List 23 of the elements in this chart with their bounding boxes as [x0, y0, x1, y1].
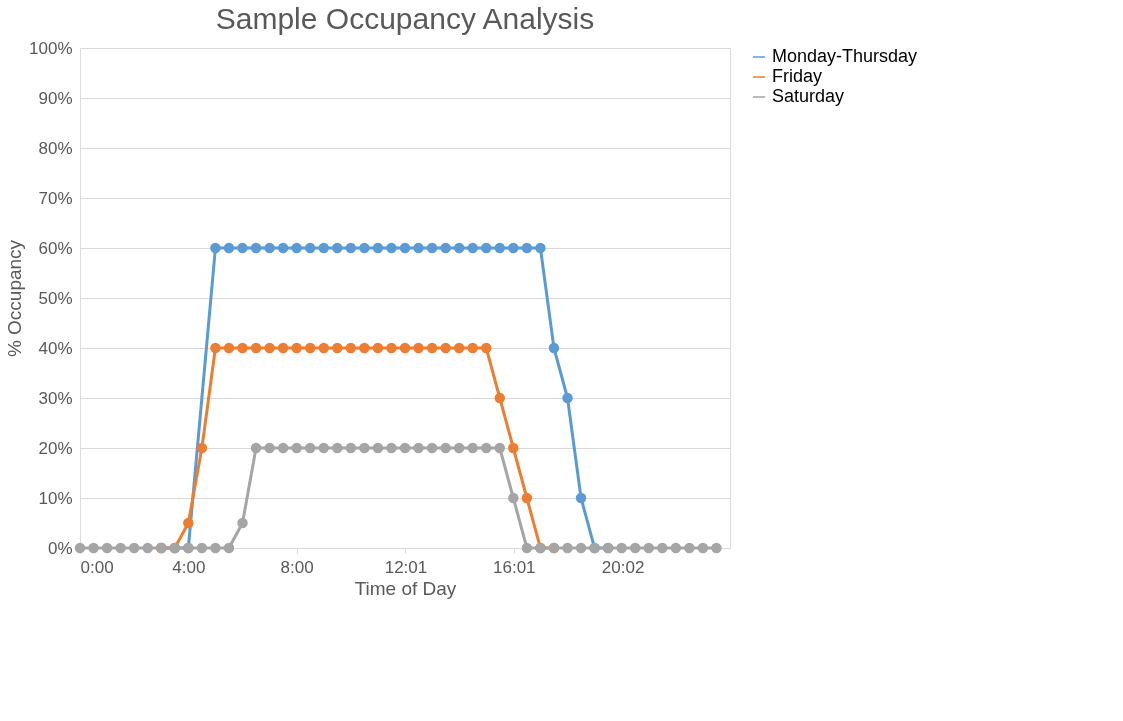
- x-tick-label: 0:00: [80, 557, 114, 577]
- legend-label: Monday-Thursday: [772, 46, 918, 66]
- x-tick-label: 16:01: [493, 557, 536, 577]
- y-tick-label: 0%: [47, 538, 73, 558]
- y-tick-label: 70%: [38, 188, 73, 208]
- x-tick-label: 8:00: [280, 557, 314, 577]
- legend-label: Friday: [772, 66, 823, 86]
- y-tick-label: 20%: [38, 438, 73, 458]
- chart-title: Sample Occupancy Analysis: [215, 2, 595, 35]
- y-tick-label: 30%: [38, 388, 73, 408]
- y-axis-title: % Occupancy: [4, 239, 26, 358]
- x-tick-label: 4:00: [172, 557, 206, 577]
- x-axis-title: Time of Day: [354, 577, 457, 599]
- x-tick-label: 20:02: [601, 557, 645, 577]
- y-tick-label: 90%: [38, 88, 73, 108]
- y-tick-label: 50%: [38, 288, 73, 308]
- x-tick-label: 12:01: [384, 557, 428, 577]
- y-tick-label: 10%: [38, 488, 73, 508]
- y-tick-label: 40%: [38, 338, 73, 358]
- y-tick-label: 80%: [38, 138, 73, 158]
- y-tick-label: 100%: [29, 38, 73, 58]
- legend-label: Saturday: [772, 86, 845, 106]
- y-tick-label: 60%: [38, 238, 73, 258]
